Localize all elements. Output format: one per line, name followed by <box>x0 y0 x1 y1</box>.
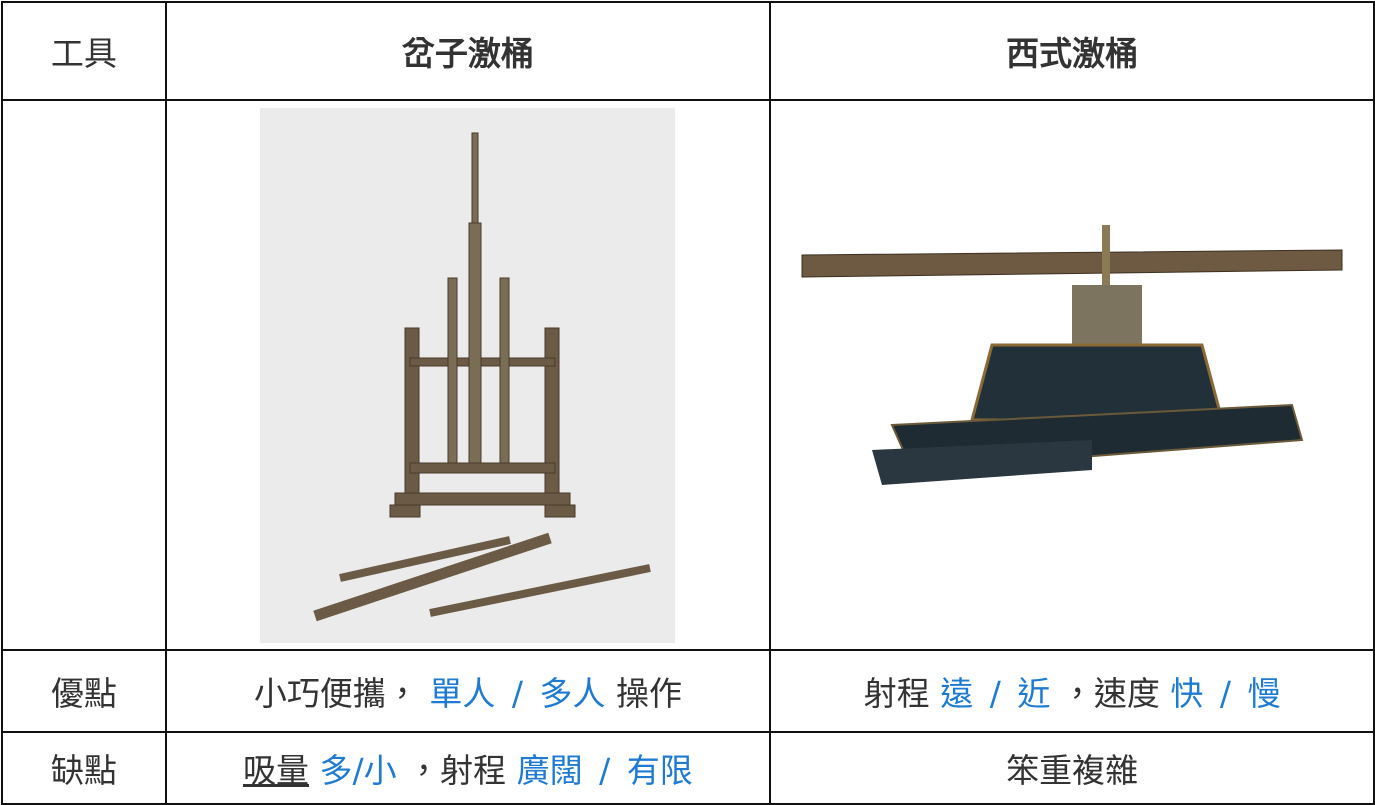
header-cell: 工具 <box>1 1 167 101</box>
hand-pump-image <box>260 107 676 643</box>
text: ，速度 <box>1060 674 1160 713</box>
text: 小巧便攜， <box>253 674 419 713</box>
image-cell <box>769 99 1375 651</box>
image-cell <box>164 99 772 651</box>
separator: / <box>599 751 611 790</box>
option: 近 <box>1017 674 1051 713</box>
text: 吸量 <box>243 751 310 790</box>
text-cell: 小巧便攜， 單人 / 多人 操作 <box>164 649 772 733</box>
text: 射程 <box>863 674 930 713</box>
advantage-row: 優點 小巧便攜， 單人 / 多人 操作 射程 遠 / 近 ，速度 快 / 慢 <box>1 649 1375 733</box>
separator: / <box>1219 674 1231 713</box>
disadvantage-row: 缺點 吸量 多/小 ，射程 廣闊 / 有限 笨重複雜 <box>1 731 1375 805</box>
row-label: 優點 <box>1 649 167 733</box>
option: 遠 <box>940 674 974 713</box>
header-cell: 岔子激桶 <box>164 1 772 101</box>
option: 有限 <box>626 751 693 790</box>
text-cell: 吸量 多/小 ，射程 廣闊 / 有限 <box>164 731 772 805</box>
header-row: 工具 岔子激桶 西式激桶 <box>1 1 1375 101</box>
option: 快 <box>1170 674 1204 713</box>
text: 操作 <box>615 674 682 713</box>
separator: / <box>989 674 1001 713</box>
option: 多/小 <box>319 751 397 790</box>
header-cell: 西式激桶 <box>769 1 1375 101</box>
option: 單人 <box>429 674 496 713</box>
image-row <box>1 99 1375 651</box>
separator: / <box>511 674 523 713</box>
option: 多人 <box>539 674 606 713</box>
option: 慢 <box>1247 674 1281 713</box>
text: ，射程 <box>407 751 507 790</box>
water-dragon-image <box>801 225 1343 485</box>
text-cell: 射程 遠 / 近 ，速度 快 / 慢 <box>769 649 1375 733</box>
row-label: 缺點 <box>1 731 167 805</box>
empty-cell <box>1 99 167 651</box>
option: 廣闊 <box>516 751 583 790</box>
text-cell: 笨重複雜 <box>769 731 1375 805</box>
